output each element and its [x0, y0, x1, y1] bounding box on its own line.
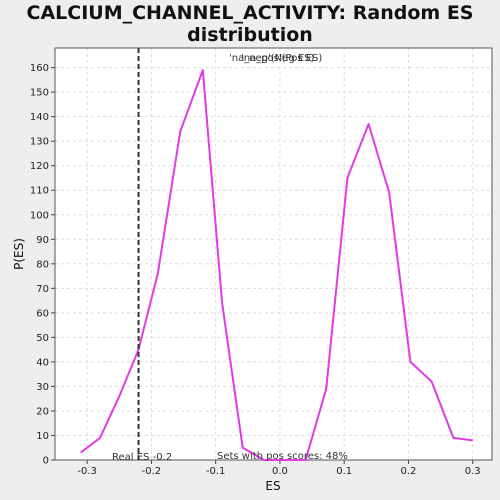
y-tick-label: 130 — [30, 137, 49, 148]
y-tick-label: 60 — [36, 308, 49, 319]
y-tick-label: 20 — [36, 406, 49, 417]
plot-area — [55, 48, 492, 460]
x-tick-label: 0.1 — [336, 466, 352, 477]
y-tick-label: 40 — [36, 357, 49, 368]
y-tick-label: 150 — [30, 88, 49, 99]
x-tick-label: 0.3 — [465, 466, 481, 477]
x-tick-label: 0.0 — [272, 466, 288, 477]
x-tick-label: -0.3 — [77, 466, 97, 477]
x-tick-label: -0.2 — [142, 466, 162, 477]
y-tick-label: 100 — [30, 210, 49, 221]
x-tick-label: 0.2 — [401, 466, 417, 477]
y-tick-label: 140 — [30, 112, 49, 123]
y-tick-label: 10 — [36, 431, 49, 442]
y-axis-title: P(ES) — [12, 238, 26, 270]
y-tick-label: 50 — [36, 333, 49, 344]
x-axis-title: ES — [265, 479, 280, 493]
y-tick-label: 110 — [30, 186, 49, 197]
y-tick-label: 70 — [36, 284, 49, 295]
y-tick-label: 80 — [36, 259, 49, 270]
x-tick-label: -0.1 — [206, 466, 226, 477]
real-es-label: Real ES -0.2 — [112, 452, 172, 463]
y-tick-label: 120 — [30, 161, 49, 172]
y-tick-label: 90 — [36, 235, 49, 246]
y-tick-label: 0 — [43, 456, 49, 467]
y-tick-label: 160 — [30, 63, 49, 74]
pos-scores-label: Sets with pos scores: 48% — [217, 451, 348, 462]
y-tick-label: 30 — [36, 382, 49, 393]
legend-entry: 'na_pos'(Pos ES) — [241, 53, 322, 64]
